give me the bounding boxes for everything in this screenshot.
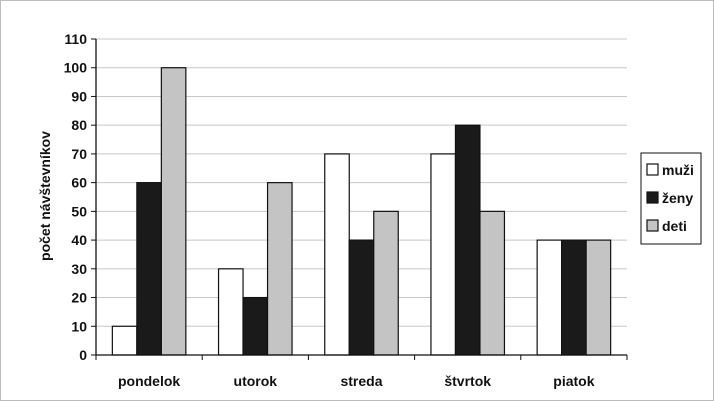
bar-ženy-utorok xyxy=(242,296,269,356)
x-tick-label: piatok xyxy=(553,373,594,389)
y-tick-label: 10 xyxy=(71,318,87,334)
y-tick-label: 70 xyxy=(71,146,87,162)
axes xyxy=(91,38,628,360)
y-tick-label: 60 xyxy=(71,175,87,191)
x-tick-label: pondelok xyxy=(118,373,180,389)
y-tick-label: 90 xyxy=(71,88,87,104)
bar-deti-utorok xyxy=(266,182,293,356)
y-tick-label: 30 xyxy=(71,261,87,277)
y-axis-title: počet návštevníkov xyxy=(37,131,53,261)
y-tick-label: 100 xyxy=(64,60,88,76)
bar-deti-piatok xyxy=(585,239,612,356)
legend-label: deti xyxy=(662,218,687,234)
legend-label: ženy xyxy=(662,190,693,206)
bar-muži-piatok xyxy=(536,239,563,356)
x-tick-label: štvrtok xyxy=(444,373,491,389)
y-tick-label: 0 xyxy=(79,347,87,363)
bar-deti-štvrtok xyxy=(479,210,506,356)
bar-ženy-piatok xyxy=(561,239,587,356)
x-tick-labels: pondelok utorok streda štvrtok piatok xyxy=(118,373,595,389)
bar-muži-streda xyxy=(324,153,350,356)
bars xyxy=(111,67,612,356)
legend-swatch-muži xyxy=(646,163,659,176)
bar-ženy-pondelok xyxy=(136,182,162,356)
bar-ženy-streda xyxy=(348,239,375,356)
bar-ženy-štvrtok xyxy=(454,124,481,356)
y-tick-label: 40 xyxy=(71,232,87,248)
bar-muži-štvrtok xyxy=(430,153,457,356)
bar-deti-pondelok xyxy=(160,67,187,356)
legend-label: muži xyxy=(662,162,694,178)
bar-muži-pondelok xyxy=(111,325,138,356)
x-tick-label: utorok xyxy=(234,373,278,389)
y-tick-label: 50 xyxy=(71,203,87,219)
legend: muži ženy deti xyxy=(640,152,702,245)
bar-muži-utorok xyxy=(217,268,244,356)
y-tick-labels: 0 10 20 30 40 50 60 70 80 90 100 110 xyxy=(64,31,88,363)
legend-swatch-ženy xyxy=(646,191,659,204)
y-tick-label: 20 xyxy=(71,290,87,306)
y-tick-label: 110 xyxy=(64,31,87,47)
x-tick-label: streda xyxy=(340,373,382,389)
bar-deti-streda xyxy=(373,210,399,356)
legend-swatch-deti xyxy=(646,219,659,232)
y-tick-label: 80 xyxy=(71,117,87,133)
